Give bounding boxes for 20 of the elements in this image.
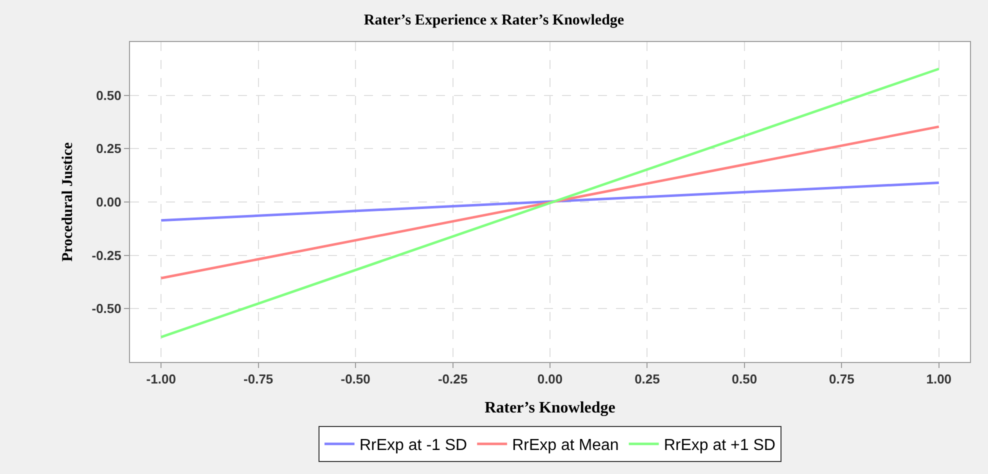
y-tick-label: 0.00: [96, 194, 122, 210]
x-tick-label: 1.00: [926, 372, 952, 387]
x-tick-label: 0.50: [732, 372, 758, 387]
legend-label: RrExp at +1 SD: [664, 437, 776, 454]
x-tick-label: 0.00: [537, 372, 563, 387]
chart-title: Rater’s Experience x Rater’s Knowledge: [364, 12, 624, 29]
legend-label: RrExp at -1 SD: [360, 437, 468, 454]
x-tick-label: -0.50: [340, 372, 370, 387]
legend-label: RrExp at Mean: [512, 437, 619, 454]
x-tick-label: -0.75: [244, 372, 274, 387]
x-tick-label: -0.25: [438, 372, 468, 387]
y-axis-title: Procedural Justice: [60, 142, 76, 262]
y-tick-label: 0.25: [96, 141, 122, 156]
y-tick-label: 0.50: [96, 88, 122, 103]
x-tick-label: 0.25: [634, 372, 660, 387]
x-tick-label: -1.00: [146, 372, 176, 387]
y-tick-label: -0.50: [92, 301, 122, 316]
x-axis-title: Rater’s Knowledge: [484, 399, 616, 416]
y-tick-label: -0.25: [92, 248, 122, 263]
x-tick-label: 0.75: [829, 372, 854, 387]
